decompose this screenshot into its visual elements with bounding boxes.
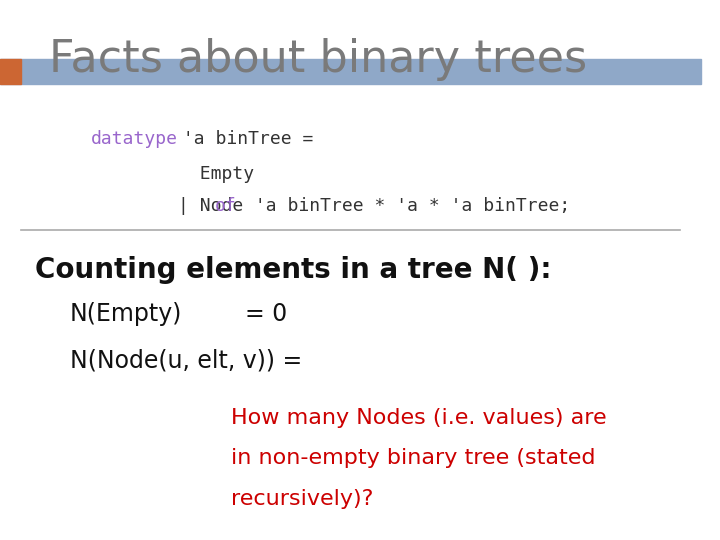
Text: 'a binTree =: 'a binTree = xyxy=(171,130,313,147)
Text: Counting elements in a tree N( ):: Counting elements in a tree N( ): xyxy=(35,256,552,285)
Text: Facts about binary trees: Facts about binary trees xyxy=(49,38,588,81)
Text: | Node: | Node xyxy=(91,197,254,215)
Text: 'a binTree * 'a * 'a binTree;: 'a binTree * 'a * 'a binTree; xyxy=(244,197,570,215)
Text: = 0: = 0 xyxy=(246,302,287,326)
Text: N(Node(u, elt, v)) =: N(Node(u, elt, v)) = xyxy=(70,348,302,372)
Text: of: of xyxy=(215,197,237,215)
Text: N(Empty): N(Empty) xyxy=(70,302,182,326)
Text: Empty: Empty xyxy=(91,165,254,183)
Text: How many Nodes (i.e. values) are: How many Nodes (i.e. values) are xyxy=(231,408,607,428)
Text: datatype: datatype xyxy=(91,130,178,147)
Text: recursively)?: recursively)? xyxy=(231,489,374,509)
Text: in non-empty binary tree (stated: in non-empty binary tree (stated xyxy=(231,448,595,468)
Bar xyxy=(0,59,21,84)
Bar xyxy=(0,59,701,84)
